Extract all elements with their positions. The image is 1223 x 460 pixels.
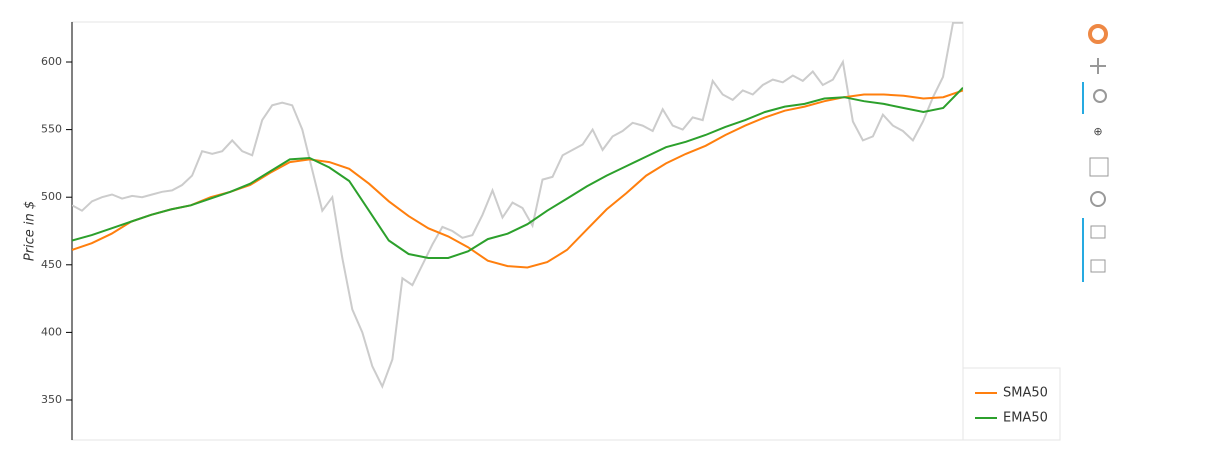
plot-area [72, 22, 963, 390]
y-tick-label: 600 [41, 55, 62, 68]
bokeh-logo[interactable] [1088, 24, 1108, 44]
legend-label: EMA50 [1003, 411, 1048, 426]
legend [962, 367, 1061, 441]
y-tick-label: 350 [41, 393, 62, 406]
y-tick-label: 500 [41, 190, 62, 203]
y-tick-label: 450 [41, 258, 62, 271]
pan-tool[interactable] [1090, 58, 1106, 74]
series-line [72, 89, 963, 269]
toolbar: ⊕ [1082, 24, 1109, 282]
plot-frame [71, 21, 964, 441]
series-line [72, 87, 963, 259]
y-tick-label: 550 [41, 123, 62, 136]
save-tool[interactable] [1089, 157, 1109, 177]
wheel-zoom-tool[interactable]: ⊕ [1093, 125, 1102, 138]
y-tick-label: 400 [41, 325, 62, 338]
legend-label: SMA50 [1003, 386, 1048, 401]
y-axis-label: Price in $ [23, 201, 38, 261]
reset-tool[interactable] [1090, 191, 1106, 207]
series-line [72, 22, 963, 390]
box-zoom-tool[interactable] [1093, 89, 1107, 103]
hover-tool[interactable] [1090, 225, 1106, 239]
hover-tool[interactable] [1090, 259, 1106, 273]
